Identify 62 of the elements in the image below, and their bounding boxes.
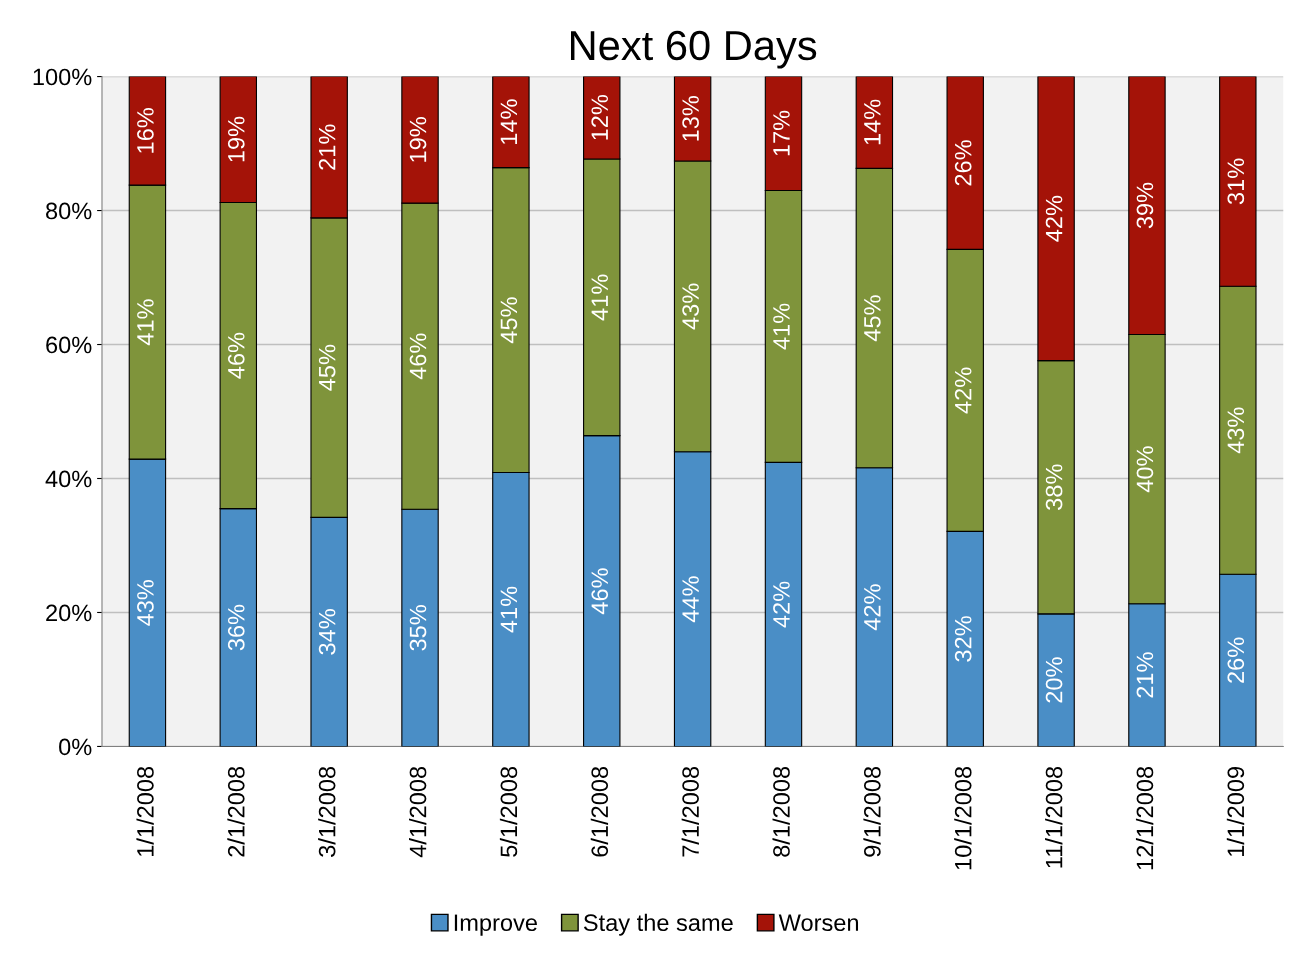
data-label: 43% bbox=[682, 283, 699, 330]
data-label: 36% bbox=[227, 604, 245, 651]
y-tick-label: 80% bbox=[46, 202, 92, 220]
data-label: 17% bbox=[773, 110, 790, 156]
x-tick-label: 7/1/2008 bbox=[681, 766, 699, 857]
data-label: 41% bbox=[591, 274, 608, 321]
data-label: 26% bbox=[954, 140, 972, 186]
data-label: 32% bbox=[954, 616, 972, 662]
data-label: 42% bbox=[954, 367, 972, 414]
x-tick-label: 2/1/2008 bbox=[227, 766, 245, 857]
data-label: 42% bbox=[1045, 195, 1063, 242]
x-tick-label: 10/1/2008 bbox=[954, 766, 972, 870]
data-label: 46% bbox=[227, 332, 245, 379]
x-tick-label: 9/1/2008 bbox=[863, 766, 881, 857]
data-label: 42% bbox=[773, 581, 790, 628]
legend-label: Improve bbox=[454, 914, 537, 936]
data-label: 20% bbox=[1045, 657, 1063, 703]
x-tick-label: 1/1/2009 bbox=[1226, 767, 1245, 856]
data-label: 38% bbox=[1045, 464, 1063, 510]
data-label: 45% bbox=[864, 295, 881, 342]
legend-label: Stay the same bbox=[583, 913, 733, 936]
x-tick-label: 6/1/2008 bbox=[590, 766, 609, 857]
x-tick-label: 11/1/2008 bbox=[1045, 766, 1063, 868]
data-label: 46% bbox=[591, 568, 609, 615]
data-label: 35% bbox=[409, 605, 427, 651]
chart-title: Next 60 Days bbox=[570, 30, 817, 69]
y-tick-label: 0% bbox=[59, 738, 92, 756]
legend-label: Worsen bbox=[778, 914, 859, 932]
data-label: 41% bbox=[773, 303, 790, 350]
data-label: 19% bbox=[227, 116, 245, 162]
y-tick-label: 20% bbox=[46, 604, 92, 622]
x-tick-label: 3/1/2008 bbox=[318, 766, 336, 857]
data-label: 19% bbox=[409, 117, 427, 162]
data-label: 44% bbox=[682, 576, 699, 623]
x-tick-label: 4/1/2008 bbox=[409, 766, 427, 858]
y-tick-label: 60% bbox=[46, 336, 92, 354]
data-label: 26% bbox=[1227, 637, 1245, 683]
data-label: 41% bbox=[500, 586, 518, 633]
x-tick-label: 12/1/2008 bbox=[1135, 766, 1154, 870]
data-label: 43% bbox=[1227, 407, 1245, 454]
data-label: 40% bbox=[1136, 446, 1154, 493]
data-label: 45% bbox=[318, 344, 336, 391]
data-label: 41% bbox=[137, 299, 154, 346]
x-tick-label: 5/1/2008 bbox=[499, 766, 518, 857]
y-tick-label: 40% bbox=[45, 470, 92, 488]
data-label: 45% bbox=[500, 297, 518, 344]
data-label: 31% bbox=[1227, 158, 1245, 205]
data-label: 42% bbox=[863, 584, 881, 631]
data-label: 16% bbox=[137, 108, 154, 153]
data-label: 13% bbox=[682, 95, 699, 141]
data-label: 39% bbox=[1136, 182, 1154, 229]
x-tick-label: 1/1/2008 bbox=[136, 766, 154, 856]
data-label: 46% bbox=[409, 333, 427, 380]
data-label: 21% bbox=[1136, 652, 1154, 698]
data-label: 12% bbox=[591, 94, 608, 140]
data-label: 14% bbox=[500, 99, 518, 144]
data-label: 21% bbox=[318, 124, 336, 170]
data-label: 14% bbox=[864, 99, 881, 145]
x-tick-label: 8/1/2008 bbox=[772, 766, 790, 857]
data-label: 34% bbox=[318, 609, 336, 655]
data-label: 43% bbox=[137, 579, 154, 626]
y-tick-label: 100% bbox=[33, 68, 92, 86]
